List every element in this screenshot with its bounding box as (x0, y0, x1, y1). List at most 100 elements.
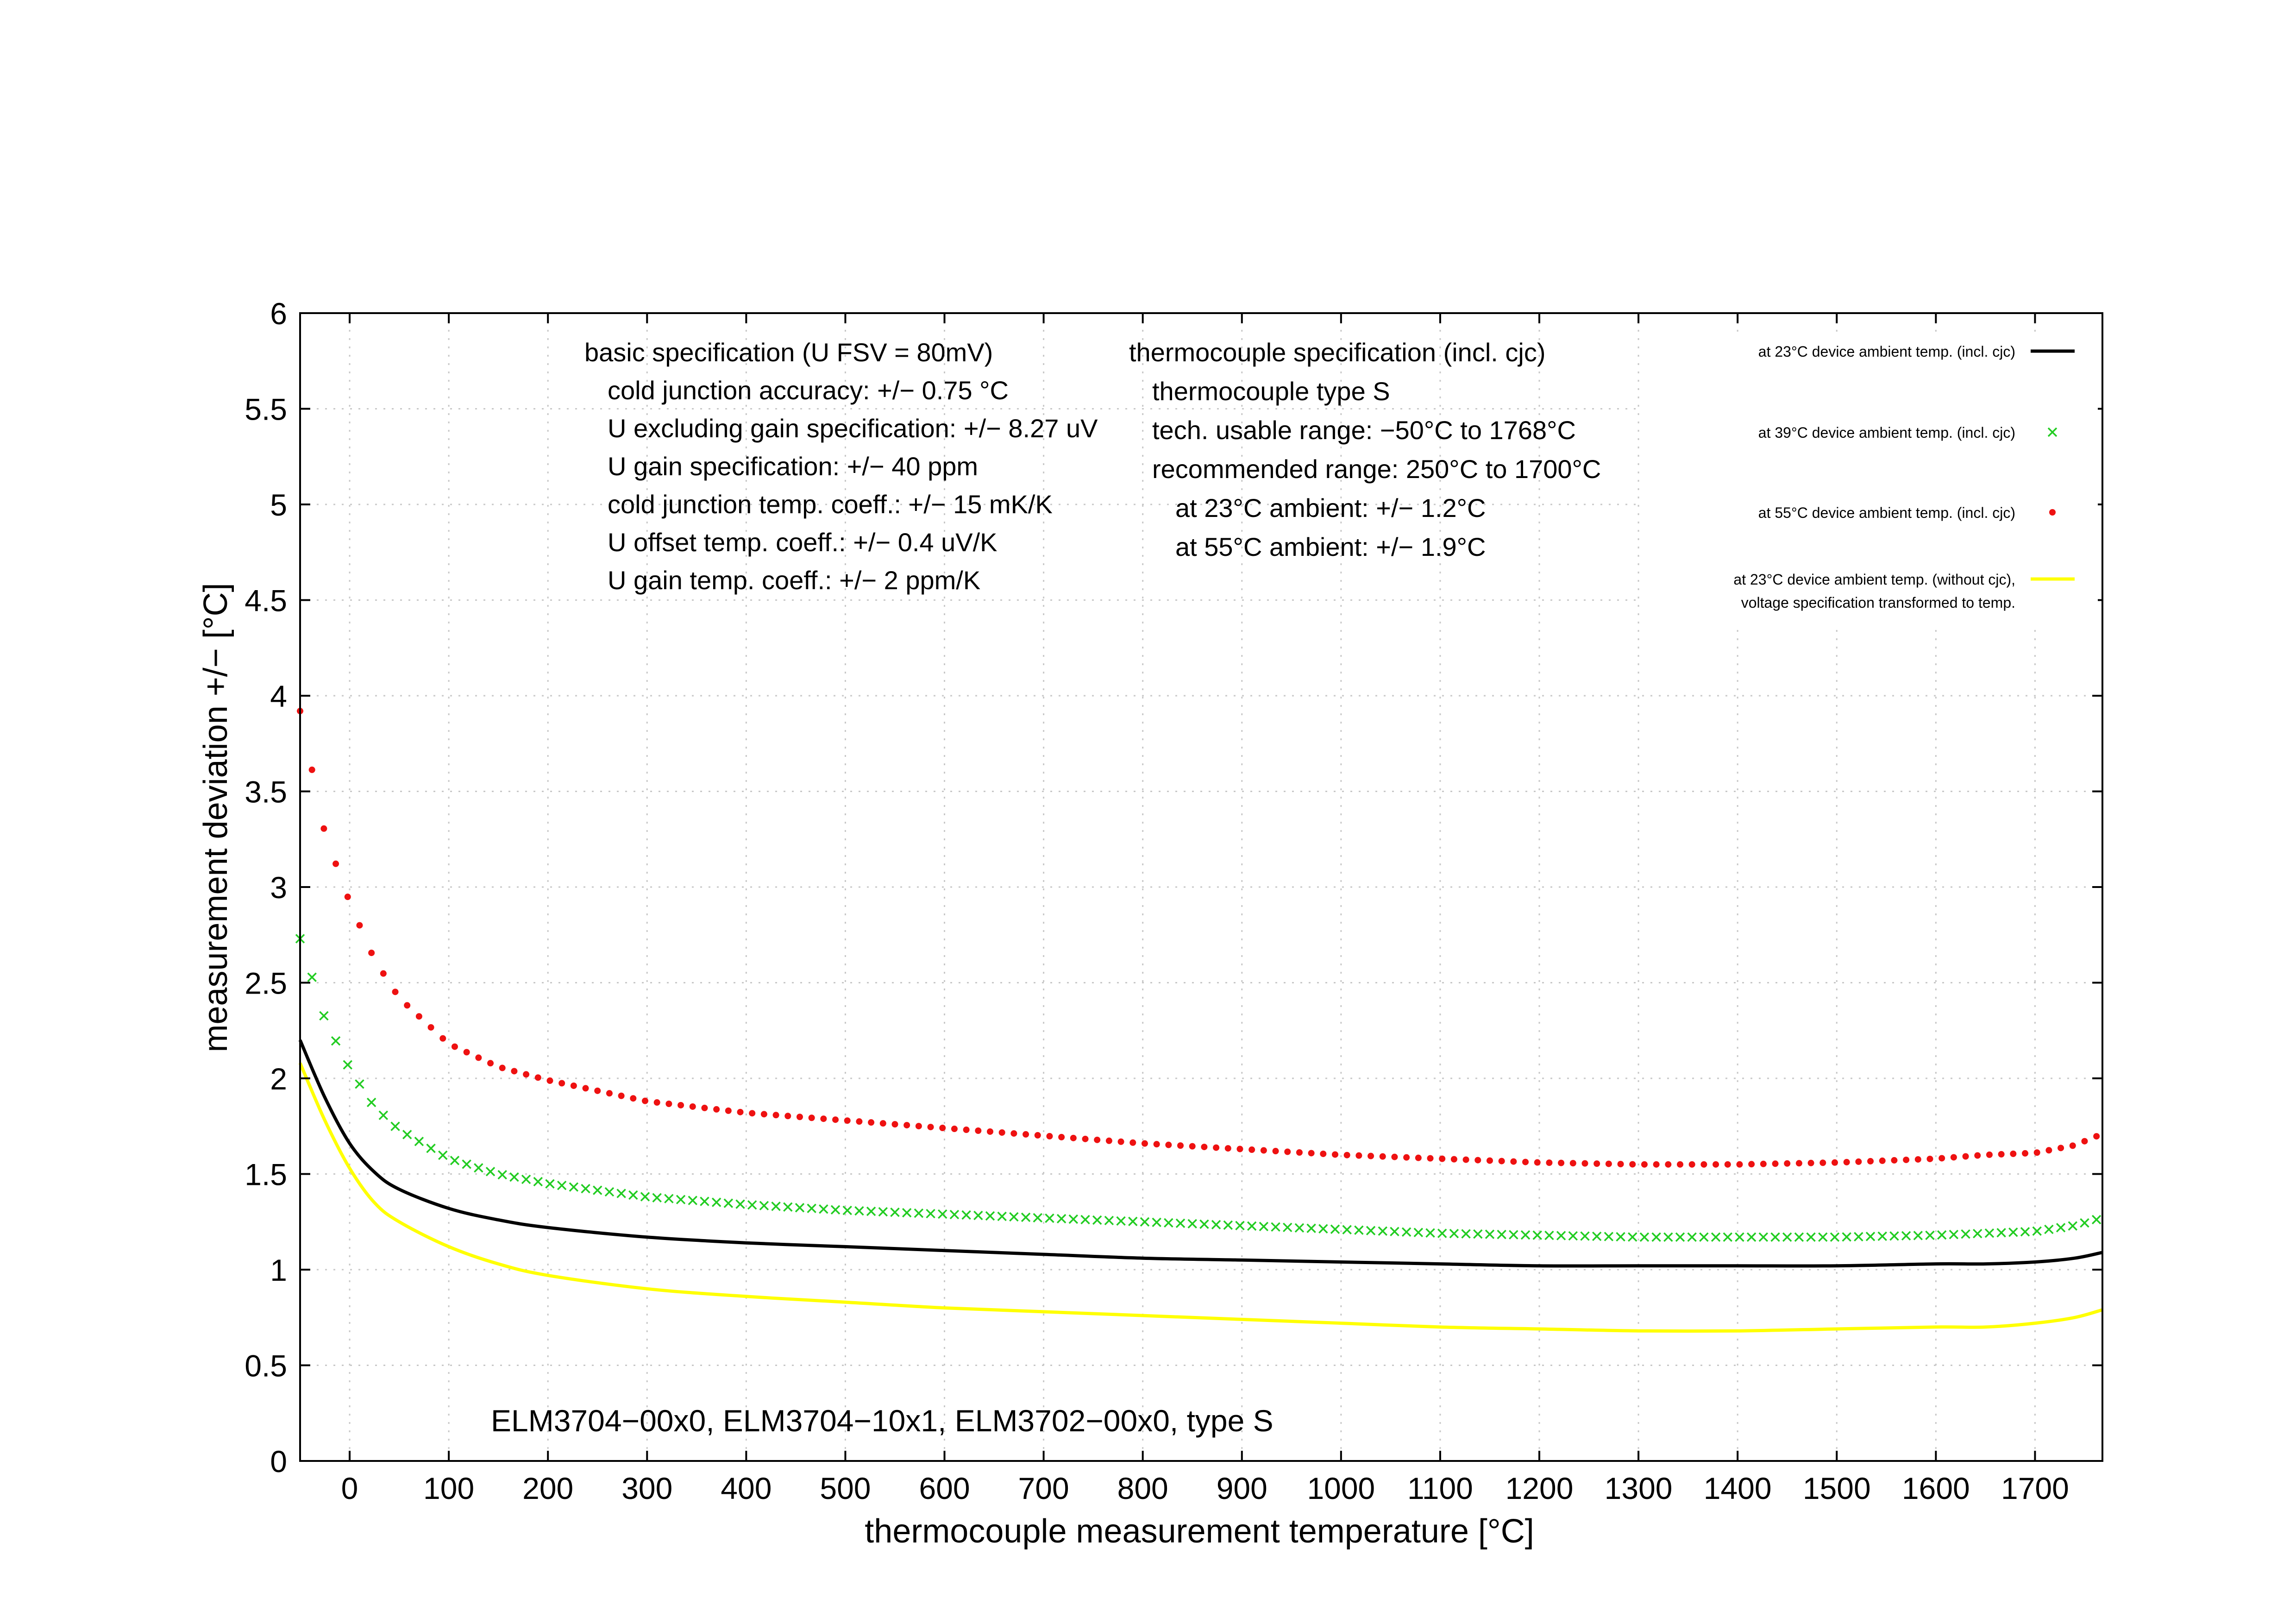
dot-point (451, 1043, 458, 1050)
dot-point (1867, 1158, 1874, 1164)
dot-point (665, 1101, 672, 1108)
dot-point (1141, 1140, 1148, 1147)
dot-point (678, 1102, 684, 1108)
dot-point (1665, 1161, 1672, 1168)
dot-point (1700, 1161, 1707, 1168)
cross-point (819, 1204, 828, 1214)
tc-spec-block: thermocouple specification (incl. cjc) th… (1129, 338, 1601, 561)
dot-point (1605, 1160, 1612, 1167)
cross-point (557, 1180, 567, 1190)
cross-point (1021, 1212, 1031, 1222)
cross-point (593, 1185, 602, 1195)
legend-swatch-cross (2047, 427, 2058, 437)
dot-point (808, 1114, 815, 1121)
dot-point (796, 1114, 803, 1120)
series-line-ambient-23-no-cjc (298, 1062, 2103, 1333)
dot-point (1926, 1155, 1933, 1162)
cross-point (485, 1166, 496, 1177)
dot-point (1343, 1152, 1350, 1158)
cross-point (378, 1110, 389, 1120)
dot-point (368, 950, 375, 957)
cross-point (795, 1203, 805, 1213)
dot-point (499, 1064, 506, 1071)
dot-point (1296, 1149, 1303, 1156)
dot-point (1189, 1143, 1196, 1150)
series-ambient-39-cjc (295, 934, 2102, 1242)
cross-point (343, 1060, 352, 1070)
dot-point (1332, 1151, 1339, 1158)
cross-point (462, 1159, 471, 1169)
cross-point (2068, 1221, 2078, 1231)
dot-point (1629, 1161, 1636, 1168)
cross-point (747, 1200, 757, 1210)
cross-point (1782, 1232, 1792, 1242)
cross-point (866, 1206, 876, 1216)
legend-label: at 55°C device ambient temp. (incl. cjc) (1758, 504, 2015, 521)
y-tick-label: 0.5 (245, 1349, 287, 1383)
dot-point (308, 766, 315, 773)
cross-point (1390, 1227, 1399, 1236)
x-tick-label: 1400 (1704, 1471, 1772, 1505)
tc-spec-line: thermocouple type S (1152, 377, 1390, 406)
cross-point (1378, 1226, 1388, 1236)
basic-spec-line: cold junction temp. coeff.: +/− 15 mK/K (608, 490, 1053, 519)
dot-point (1498, 1158, 1505, 1164)
dot-point (1415, 1154, 1422, 1161)
cross-point (1223, 1220, 1233, 1230)
cross-point (1140, 1217, 1150, 1227)
dot-point (1998, 1151, 2005, 1158)
dot-point (618, 1092, 625, 1099)
dot-point (1462, 1156, 1469, 1163)
cross-point (1663, 1232, 1673, 1242)
y-axis-label: measurement deviation +/− [°C] (197, 583, 234, 1052)
cross-point (1568, 1231, 1578, 1241)
dot-point (2069, 1142, 2076, 1149)
legend-swatch-dot (2049, 509, 2056, 516)
dot-point (1213, 1144, 1220, 1151)
dot-point (1522, 1158, 1529, 1165)
dot-point (2033, 1149, 2040, 1156)
cross-point (2080, 1218, 2089, 1228)
dot-point (939, 1125, 946, 1132)
legend: at 23°C device ambient temp. (incl. cjc)… (1639, 334, 2098, 630)
cross-point (1937, 1230, 1947, 1240)
y-tick-label: 3.5 (245, 775, 287, 809)
cross-point (1009, 1212, 1019, 1222)
dot-point (1129, 1139, 1136, 1146)
dot-point (1260, 1147, 1267, 1154)
cross-point (1259, 1221, 1269, 1232)
y-tick-label: 5.5 (245, 392, 287, 427)
dot-point (2093, 1133, 2100, 1140)
legend-label: at 39°C device ambient temp. (incl. cjc) (1758, 424, 2015, 441)
dot-point (1974, 1152, 1981, 1159)
cross-point (1996, 1227, 2006, 1238)
dot-point (1688, 1161, 1695, 1168)
cross-point (783, 1202, 793, 1212)
tc-spec-line: recommended range: 250°C to 1700°C (1152, 454, 1601, 484)
y-tick-label: 3 (270, 870, 287, 905)
dot-point (1320, 1150, 1327, 1157)
cross-point (1854, 1232, 1863, 1242)
dot-point (1368, 1152, 1374, 1159)
cross-point (1271, 1222, 1280, 1232)
cross-point (1901, 1231, 1911, 1241)
dot-point (963, 1127, 970, 1133)
series-line-ambient-23-cjc (298, 1039, 2103, 1268)
dot-point (1736, 1161, 1743, 1168)
dot-point (630, 1095, 637, 1102)
cross-point (1973, 1228, 1982, 1239)
dot-point (380, 970, 387, 977)
dot-point (356, 922, 363, 929)
cross-point (1711, 1232, 1721, 1242)
dot-point (1891, 1157, 1898, 1164)
cross-point (1318, 1224, 1328, 1234)
cross-point (450, 1156, 460, 1165)
dot-point (1105, 1137, 1112, 1144)
dot-point (1807, 1159, 1814, 1166)
dot-point (511, 1068, 518, 1075)
dot-point (1510, 1158, 1517, 1165)
cross-point (1580, 1231, 1590, 1241)
basic-spec-line: U offset temp. coeff.: +/− 0.4 uV/K (608, 528, 997, 557)
cross-point (1068, 1214, 1079, 1224)
x-tick-label: 1100 (1407, 1471, 1473, 1505)
